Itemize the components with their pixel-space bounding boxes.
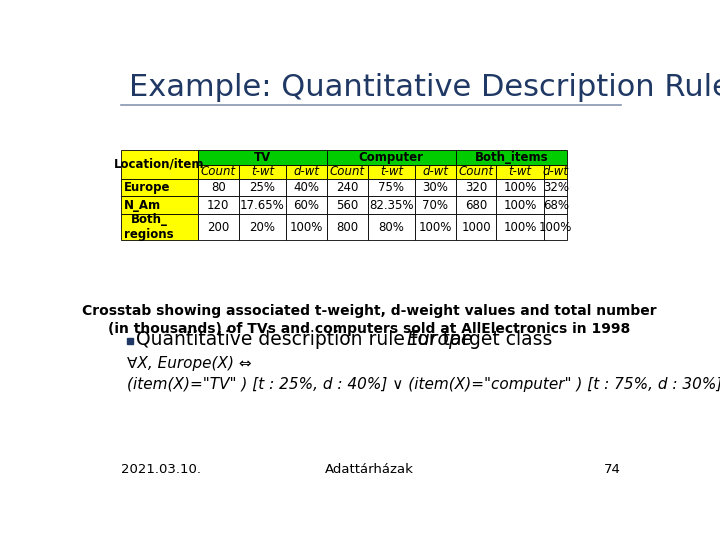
Bar	[497, 179, 544, 197]
Text: 320: 320	[465, 181, 487, 194]
Bar	[415, 165, 456, 179]
Bar	[544, 165, 567, 179]
Text: d-wt: d-wt	[294, 165, 320, 178]
Bar	[286, 197, 327, 214]
Bar	[544, 197, 567, 214]
Text: 74: 74	[604, 463, 621, 476]
Text: 75%: 75%	[378, 181, 405, 194]
Bar	[456, 150, 567, 165]
Text: 80%: 80%	[379, 221, 404, 234]
Text: Count: Count	[201, 165, 235, 178]
Bar	[121, 179, 198, 197]
Text: t-wt: t-wt	[509, 165, 532, 178]
Text: 120: 120	[207, 199, 230, 212]
Bar	[286, 214, 327, 240]
Bar	[198, 165, 238, 179]
Text: Both_items: Both_items	[474, 151, 549, 164]
Bar	[415, 214, 456, 240]
Text: 30%: 30%	[423, 181, 449, 194]
Bar	[327, 165, 367, 179]
Text: TV: TV	[253, 151, 271, 164]
Text: Computer: Computer	[359, 151, 424, 164]
Text: 60%: 60%	[294, 199, 320, 212]
Bar	[544, 179, 567, 197]
Text: 70%: 70%	[423, 199, 449, 212]
Text: Quantitative description rule for target class: Quantitative description rule for target…	[137, 330, 559, 349]
Text: 560: 560	[336, 199, 359, 212]
Bar	[238, 214, 286, 240]
Bar	[544, 214, 567, 240]
Text: d-wt: d-wt	[543, 165, 569, 178]
Text: ∀X, Europe(X) ⇔: ∀X, Europe(X) ⇔	[127, 356, 252, 371]
Bar	[456, 214, 497, 240]
Bar	[367, 214, 415, 240]
Text: 20%: 20%	[249, 221, 275, 234]
Text: 680: 680	[465, 199, 487, 212]
Text: 100%: 100%	[503, 221, 537, 234]
Bar	[327, 150, 456, 165]
Bar	[286, 165, 327, 179]
Bar	[198, 179, 238, 197]
Text: t-wt: t-wt	[379, 165, 403, 178]
Text: N_Am: N_Am	[124, 199, 161, 212]
Text: Count: Count	[330, 165, 365, 178]
Bar	[456, 179, 497, 197]
Bar	[327, 214, 367, 240]
Text: 1000: 1000	[462, 221, 491, 234]
Bar	[497, 197, 544, 214]
Text: 240: 240	[336, 181, 359, 194]
Text: Both_
regions: Both_ regions	[124, 213, 174, 241]
Bar	[238, 165, 286, 179]
Bar	[367, 197, 415, 214]
Text: 68%: 68%	[543, 199, 569, 212]
Text: 100%: 100%	[419, 221, 452, 234]
Bar	[198, 150, 327, 165]
Bar	[121, 214, 198, 240]
Text: Europe: Europe	[406, 330, 472, 349]
Text: Location/item: Location/item	[114, 158, 204, 171]
Text: 100%: 100%	[290, 221, 323, 234]
Bar	[127, 338, 132, 343]
Bar	[121, 197, 198, 214]
Text: t-wt: t-wt	[251, 165, 274, 178]
Text: 82.35%: 82.35%	[369, 199, 413, 212]
Bar	[327, 179, 367, 197]
Text: Count: Count	[459, 165, 494, 178]
Text: (item(X)="TV" ) [t : 25%, d : 40%] ∨ (item(X)="computer" ) [t : 75%, d : 30%]: (item(X)="TV" ) [t : 25%, d : 40%] ∨ (it…	[127, 377, 720, 392]
Text: Adattárházak: Adattárházak	[325, 463, 413, 476]
Bar	[238, 179, 286, 197]
Bar	[367, 165, 415, 179]
Text: 200: 200	[207, 221, 230, 234]
Bar	[497, 214, 544, 240]
Bar	[415, 197, 456, 214]
Text: 2021.03.10.: 2021.03.10.	[121, 463, 201, 476]
Text: Example: Quantitative Description Rule: Example: Quantitative Description Rule	[129, 73, 720, 103]
Text: 80: 80	[211, 181, 225, 194]
Text: 800: 800	[336, 221, 359, 234]
Text: Europe: Europe	[124, 181, 171, 194]
Text: 100%: 100%	[503, 199, 537, 212]
Text: 100%: 100%	[539, 221, 572, 234]
Text: 17.65%: 17.65%	[240, 199, 284, 212]
Bar	[456, 165, 497, 179]
Text: 32%: 32%	[543, 181, 569, 194]
Bar	[198, 214, 238, 240]
Text: d-wt: d-wt	[423, 165, 449, 178]
Text: 25%: 25%	[249, 181, 275, 194]
Bar	[415, 179, 456, 197]
Text: Crosstab showing associated t-weight, d-weight values and total number
(in thous: Crosstab showing associated t-weight, d-…	[81, 303, 657, 336]
Bar	[456, 197, 497, 214]
Bar	[238, 197, 286, 214]
Bar	[198, 197, 238, 214]
Bar	[497, 165, 544, 179]
Text: 40%: 40%	[294, 181, 320, 194]
Bar	[286, 179, 327, 197]
Bar	[327, 197, 367, 214]
Bar	[121, 150, 198, 179]
Bar	[367, 179, 415, 197]
Text: 100%: 100%	[503, 181, 537, 194]
